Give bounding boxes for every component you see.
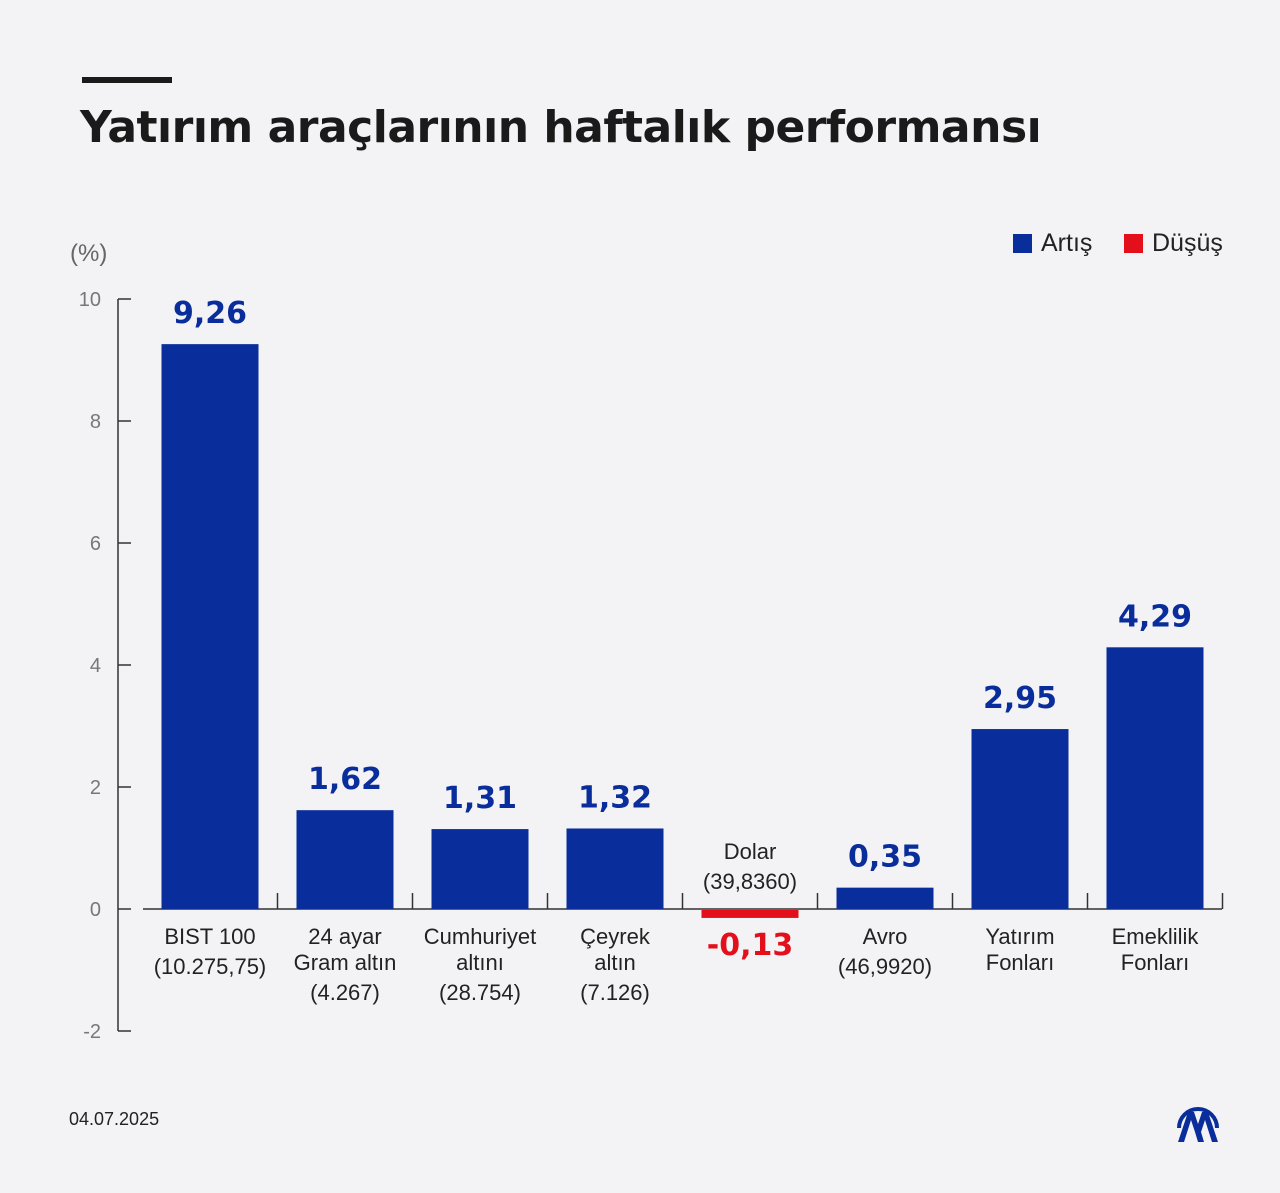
category-label: Yatırım [985, 924, 1054, 949]
category-label: (10.275,75) [154, 954, 267, 979]
category-label: (28.754) [439, 980, 521, 1005]
bar [161, 344, 259, 909]
y-axis-unit: (%) [70, 240, 108, 267]
value-label: 2,95 [983, 681, 1057, 716]
category-label: (39,8360) [703, 869, 797, 894]
legend-label: Düşüş [1152, 229, 1223, 257]
aa-logo-icon [1177, 1107, 1219, 1142]
category-label: Dolar [724, 839, 777, 864]
value-label: 1,62 [308, 762, 382, 797]
category-label: Fonları [986, 950, 1054, 975]
y-tick-label: 6 [90, 533, 101, 555]
bar [1106, 647, 1204, 909]
category-label: Emeklilik [1112, 924, 1200, 949]
bar [836, 887, 934, 909]
category-label: (46,9920) [838, 954, 932, 979]
category-label: Gram altın [294, 950, 397, 975]
legend-swatch-decrease [1124, 234, 1143, 253]
y-tick-label: 10 [79, 289, 101, 311]
y-tick-label: 0 [90, 899, 101, 921]
category-label: altını [456, 950, 504, 975]
y-tick-label: 2 [90, 777, 101, 799]
bar [431, 829, 529, 909]
bar [296, 810, 394, 909]
chart-title: Yatırım araçlarının haftalık performansı [80, 102, 1042, 153]
y-tick-label: 8 [90, 411, 101, 433]
value-label: 4,29 [1118, 599, 1192, 634]
category-label: BIST 100 [164, 924, 255, 949]
category-label: altın [594, 950, 636, 975]
bar [701, 910, 799, 918]
category-label: (4.267) [310, 980, 380, 1005]
y-tick-label: -2 [83, 1021, 101, 1043]
bar [566, 828, 664, 909]
value-label: 0,35 [848, 840, 922, 875]
value-label: 9,26 [173, 296, 247, 331]
category-label: 24 ayar [308, 924, 381, 949]
title-accent-bar [82, 77, 172, 83]
category-label: Avro [863, 924, 908, 949]
legend-item-increase: Artış [1013, 229, 1092, 258]
category-label: Çeyrek [580, 924, 651, 949]
category-label: Fonları [1121, 950, 1189, 975]
date: 04.07.2025 [69, 1109, 160, 1129]
value-label: 1,31 [443, 781, 517, 816]
legend-swatch-increase [1013, 234, 1032, 253]
y-tick-label: 4 [90, 655, 101, 677]
bar [971, 729, 1069, 909]
legend-label: Artış [1041, 229, 1093, 257]
category-label: (7.126) [580, 980, 650, 1005]
value-label: 1,32 [578, 780, 652, 815]
value-label: -0,13 [707, 928, 793, 963]
legend-item-decrease: Düşüş [1124, 229, 1223, 258]
category-label: Cumhuriyet [424, 924, 536, 949]
